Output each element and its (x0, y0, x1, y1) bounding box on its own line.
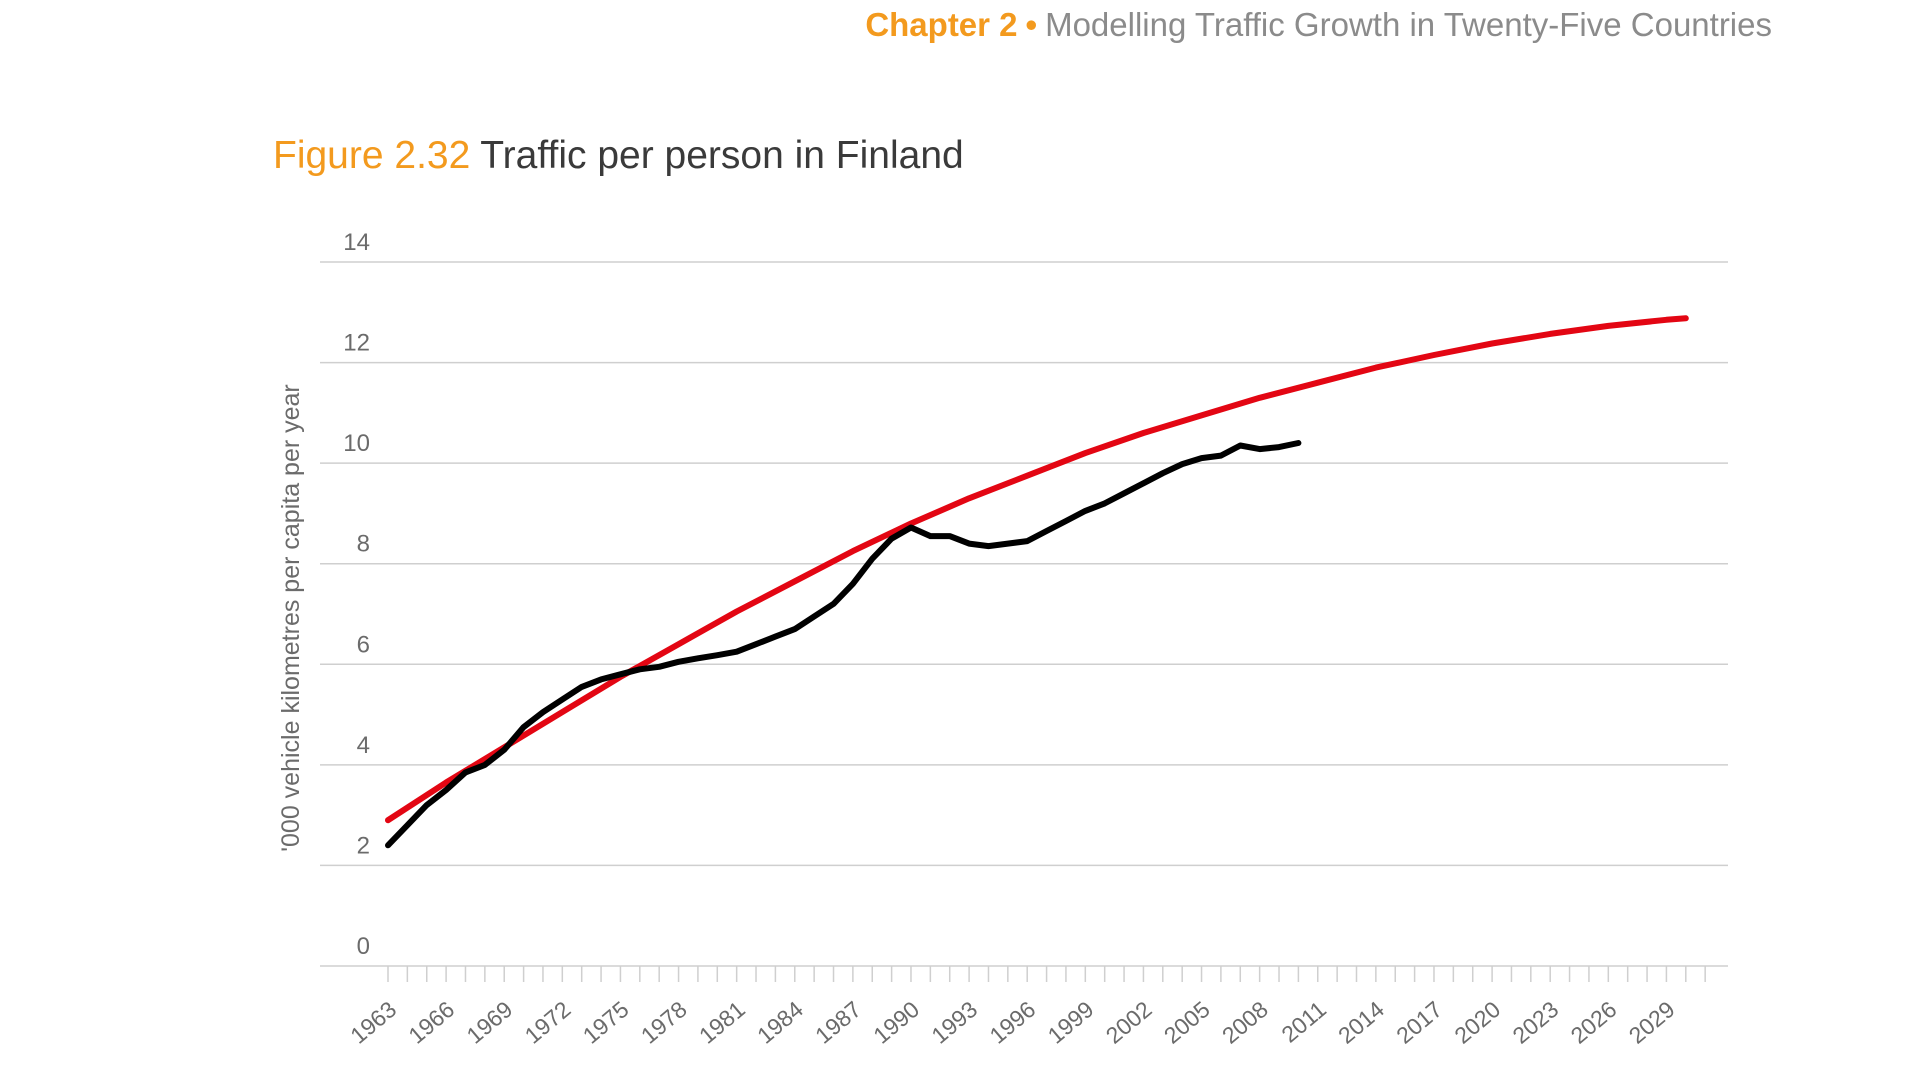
x-tick-label: 2023 (1508, 996, 1564, 1049)
y-tick-label: 8 (357, 531, 370, 558)
header-separator: • (1025, 6, 1038, 43)
x-tick-label: 2005 (1159, 996, 1215, 1049)
x-tick-label: 2020 (1449, 996, 1505, 1049)
y-tick-label: 6 (357, 631, 370, 658)
y-tick-label: 4 (357, 732, 370, 759)
chapter-header: Chapter 2 • Modelling Traffic Growth in Tw… (865, 6, 1772, 44)
x-tick-label: 1978 (636, 996, 692, 1049)
x-tick-label: 2002 (1101, 996, 1157, 1049)
x-tick-label: 1963 (345, 996, 401, 1049)
x-tick-label: 2029 (1624, 996, 1680, 1049)
figure-title: Figure 2.32 Traffic per person in Finland (273, 134, 964, 178)
x-tick-label: 2017 (1391, 996, 1447, 1049)
x-tick-label: 2011 (1276, 996, 1331, 1048)
y-tick-label: 10 (343, 430, 370, 457)
x-tick-label: 1969 (462, 996, 518, 1049)
x-tick-label: 1984 (752, 996, 808, 1049)
chapter-label: Chapter 2 (865, 6, 1018, 43)
x-tick-label: 1996 (985, 996, 1041, 1049)
chapter-subtitle: Modelling Traffic Growth in Twenty-Five … (1045, 6, 1772, 43)
x-tick-label: 2026 (1566, 996, 1622, 1049)
y-tick-label: 12 (343, 330, 370, 357)
x-tick-label: 1990 (868, 996, 924, 1049)
x-tick-label: 2008 (1217, 996, 1273, 1049)
y-tick-label: 14 (343, 229, 370, 256)
y-tick-label: 2 (357, 832, 370, 859)
actual-series-line (385, 440, 1302, 849)
x-tick-label: 2014 (1333, 996, 1389, 1049)
x-tick-label: 1975 (578, 996, 634, 1049)
figure-title-text: Traffic per person in Finland (480, 134, 964, 177)
figure-number: Figure 2.32 (273, 134, 471, 177)
x-tick-label: 1981 (694, 996, 750, 1049)
y-axis-label: '000 vehicle kilometres per capita per y… (277, 384, 305, 852)
x-tick-label: 1993 (926, 996, 982, 1049)
x-tick-label: 1987 (810, 996, 866, 1049)
y-tick-label: 0 (357, 933, 370, 960)
x-tick-label: 1966 (403, 996, 459, 1049)
x-tick-label: 1972 (520, 996, 576, 1049)
trend-series-line (385, 315, 1689, 824)
x-tick-label: 1999 (1043, 996, 1099, 1049)
